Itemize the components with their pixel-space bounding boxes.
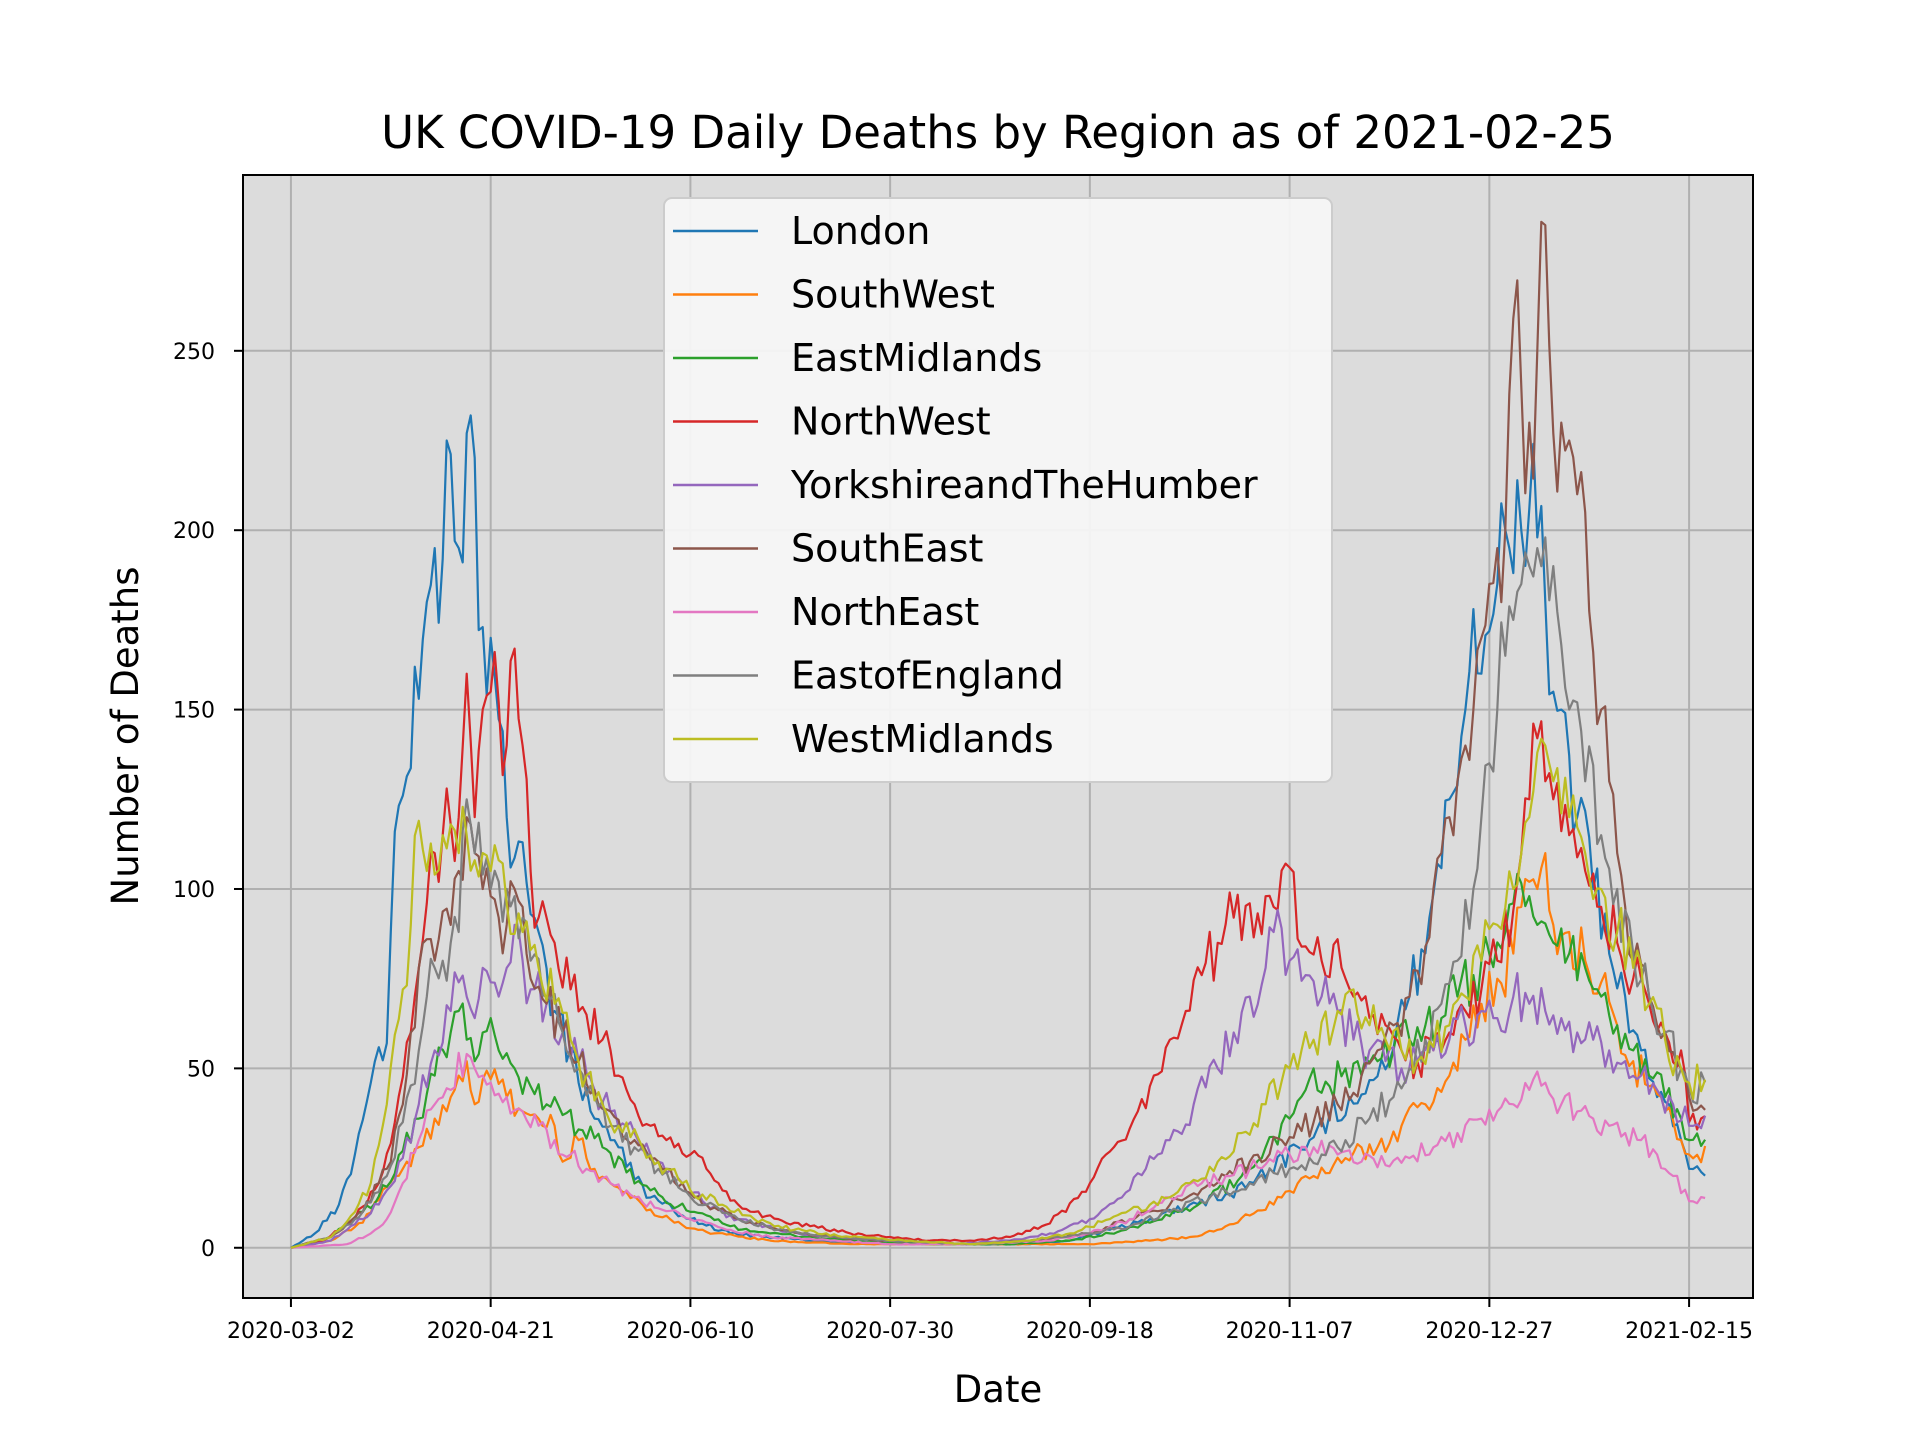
x-axis-label: Date	[954, 1368, 1042, 1411]
legend-label: EastMidlands	[791, 336, 1042, 380]
series-lines	[290, 220, 1707, 1249]
legend-label: SouthEast	[791, 527, 983, 571]
legend-label: YorkshireandTheHumber	[790, 463, 1258, 507]
y-tick-label: 200	[173, 519, 215, 544]
y-axis-label: Number of Deaths	[104, 567, 147, 906]
x-tick-label: 2020-06-10	[626, 1319, 754, 1344]
y-tick-label: 150	[173, 699, 215, 724]
legend: London SouthWest EastMidlands NorthWest York…	[663, 197, 1333, 783]
legend-items: London SouthWest EastMidlands NorthWest York…	[673, 209, 1258, 761]
y-tick-label: 50	[187, 1057, 215, 1082]
series-line-WestMidlands	[290, 737, 1707, 1249]
y-tick-label: 250	[173, 340, 215, 365]
x-tick-label: 2021-02-15	[1625, 1319, 1753, 1344]
chart-title: UK COVID-19 Daily Deaths by Region as of…	[381, 106, 1615, 159]
legend-label: London	[791, 209, 930, 253]
series-line-NorthWest	[290, 647, 1706, 1249]
x-tick-label: 2020-04-21	[427, 1319, 555, 1344]
legend-label: WestMidlands	[791, 717, 1054, 761]
plot-frame	[242, 174, 1754, 1299]
x-tick-label: 2020-11-07	[1226, 1319, 1354, 1344]
x-tick-label: 2020-07-30	[826, 1319, 954, 1344]
x-tick-label: 2020-09-18	[1026, 1319, 1154, 1344]
legend-label: EastofEngland	[791, 654, 1064, 698]
x-axis-ticks: 2020-03-02 2020-04-21 2020-06-10 2020-07-30…	[227, 1298, 1753, 1344]
legend-label: SouthWest	[791, 273, 995, 317]
x-tick-label: 2020-12-27	[1425, 1319, 1553, 1344]
y-axis-ticks: 0 50 100 150 200 250	[173, 340, 243, 1262]
y-tick-label: 100	[173, 878, 215, 903]
x-tick-label: 2020-03-02	[227, 1319, 355, 1344]
legend-label: NorthEast	[791, 590, 979, 634]
y-tick-label: 0	[201, 1237, 215, 1262]
legend-label: NorthWest	[791, 400, 991, 444]
legend-box	[663, 197, 1333, 783]
